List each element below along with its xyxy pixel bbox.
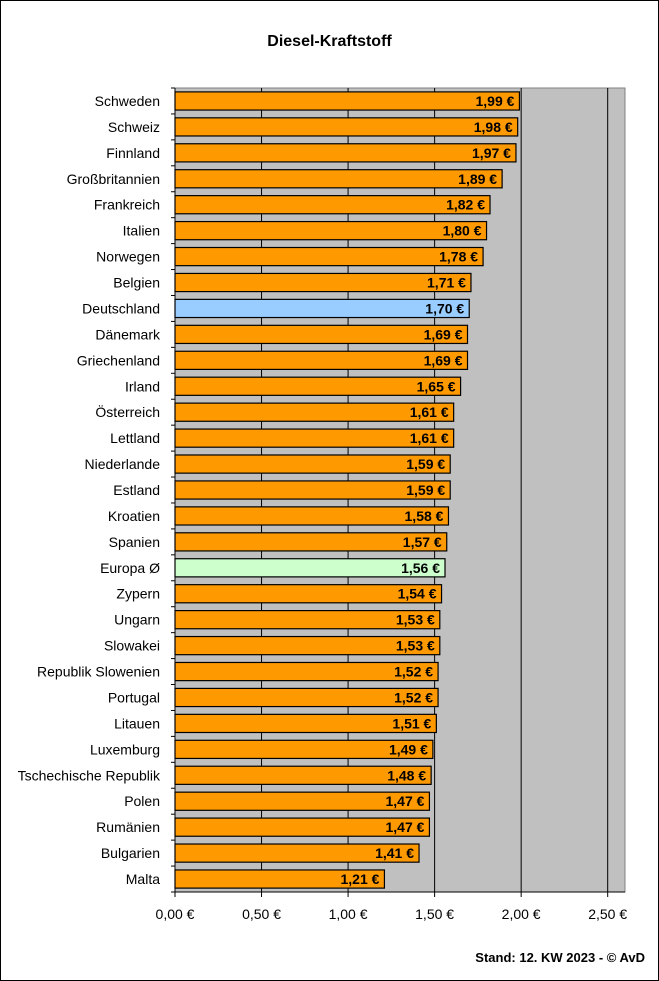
data-label: 1,57 € — [403, 534, 442, 550]
category-label: Bulgarien — [101, 845, 160, 861]
data-label: 1,80 € — [443, 223, 482, 239]
data-label: 1,61 € — [410, 404, 449, 420]
data-label: 1,52 € — [394, 664, 433, 680]
data-label: 1,82 € — [446, 197, 485, 213]
category-label: Belgien — [113, 275, 160, 291]
chart-title: Diesel-Kraftstoff — [267, 33, 392, 50]
category-label: Kroatien — [108, 508, 160, 524]
data-label: 1,89 € — [458, 171, 497, 187]
data-label: 1,58 € — [405, 508, 444, 524]
x-tick-label: 2,50 € — [588, 906, 627, 922]
category-label: Deutschland — [82, 300, 160, 316]
category-label: Schweden — [95, 93, 160, 109]
category-label: Großbritannien — [67, 171, 160, 187]
category-label: Dänemark — [95, 326, 161, 342]
data-label: 1,48 € — [387, 767, 426, 783]
bar — [174, 220, 488, 241]
data-label: 1,97 € — [472, 145, 511, 161]
data-label: 1,47 € — [385, 793, 424, 809]
category-label: Zypern — [116, 586, 160, 602]
bar-chart: Schweden 1,99 € Schweiz 1,98 € Finnland 1,97 … — [18, 87, 627, 922]
data-label: 1,54 € — [398, 586, 437, 602]
category-label: Republik Slowenien — [37, 664, 160, 680]
bar — [174, 143, 517, 163]
data-label: 1,78 € — [439, 249, 478, 265]
category-label: Europa Ø — [100, 560, 160, 576]
category-label: Tschechische Republik — [18, 767, 161, 783]
data-label: 1,21 € — [340, 871, 379, 887]
x-tick-label: 0,50 € — [242, 906, 281, 922]
category-label: Luxemburg — [90, 741, 160, 757]
x-tick-label: 2,00 € — [502, 906, 541, 922]
data-label: 1,52 € — [394, 689, 433, 705]
data-label: 1,70 € — [425, 300, 464, 316]
bar — [174, 195, 491, 215]
category-label: Frankreich — [94, 197, 160, 213]
category-label: Ungarn — [114, 612, 160, 628]
category-label: Schweiz — [108, 119, 160, 135]
bar — [174, 246, 484, 267]
category-label: Griechenland — [77, 352, 160, 368]
data-label: 1,71 € — [427, 275, 466, 291]
data-label: 1,99 € — [475, 93, 514, 109]
category-label: Slowakei — [104, 638, 160, 654]
bar — [174, 117, 519, 137]
data-label: 1,98 € — [474, 119, 513, 135]
category-label: Lettland — [110, 430, 160, 446]
x-tick-label: 1,00 € — [329, 906, 368, 922]
category-label: Österreich — [95, 403, 160, 420]
category-label: Finnland — [106, 145, 160, 161]
data-label: 1,59 € — [406, 482, 445, 498]
bar — [174, 169, 503, 189]
category-label: Italien — [123, 223, 160, 239]
data-label: 1,41 € — [375, 845, 414, 861]
category-label: Niederlande — [85, 456, 161, 472]
bar — [174, 91, 521, 111]
footer-note: Stand: 12. KW 2023 - © AvD — [475, 950, 645, 965]
data-label: 1,53 € — [396, 612, 435, 628]
data-label: 1,65 € — [417, 378, 456, 394]
category-label: Irland — [125, 378, 160, 394]
category-label: Estland — [113, 482, 160, 498]
data-label: 1,51 € — [392, 715, 431, 731]
category-label: Litauen — [114, 715, 160, 731]
data-label: 1,49 € — [389, 741, 428, 757]
data-label: 1,61 € — [410, 430, 449, 446]
data-label: 1,53 € — [396, 638, 435, 654]
category-label: Spanien — [109, 534, 160, 550]
x-tick-label: 0,00 € — [156, 906, 195, 922]
category-label: Norwegen — [96, 249, 160, 265]
data-label: 1,56 € — [401, 560, 440, 576]
data-label: 1,59 € — [406, 456, 445, 472]
x-tick-label: 1,50 € — [415, 906, 454, 922]
category-label: Polen — [124, 793, 160, 809]
category-label: Portugal — [108, 689, 160, 705]
category-label: Malta — [126, 871, 160, 887]
data-label: 1,47 € — [385, 819, 424, 835]
category-label: Rumänien — [96, 819, 160, 835]
data-label: 1,69 € — [424, 326, 463, 342]
data-label: 1,69 € — [424, 352, 463, 368]
